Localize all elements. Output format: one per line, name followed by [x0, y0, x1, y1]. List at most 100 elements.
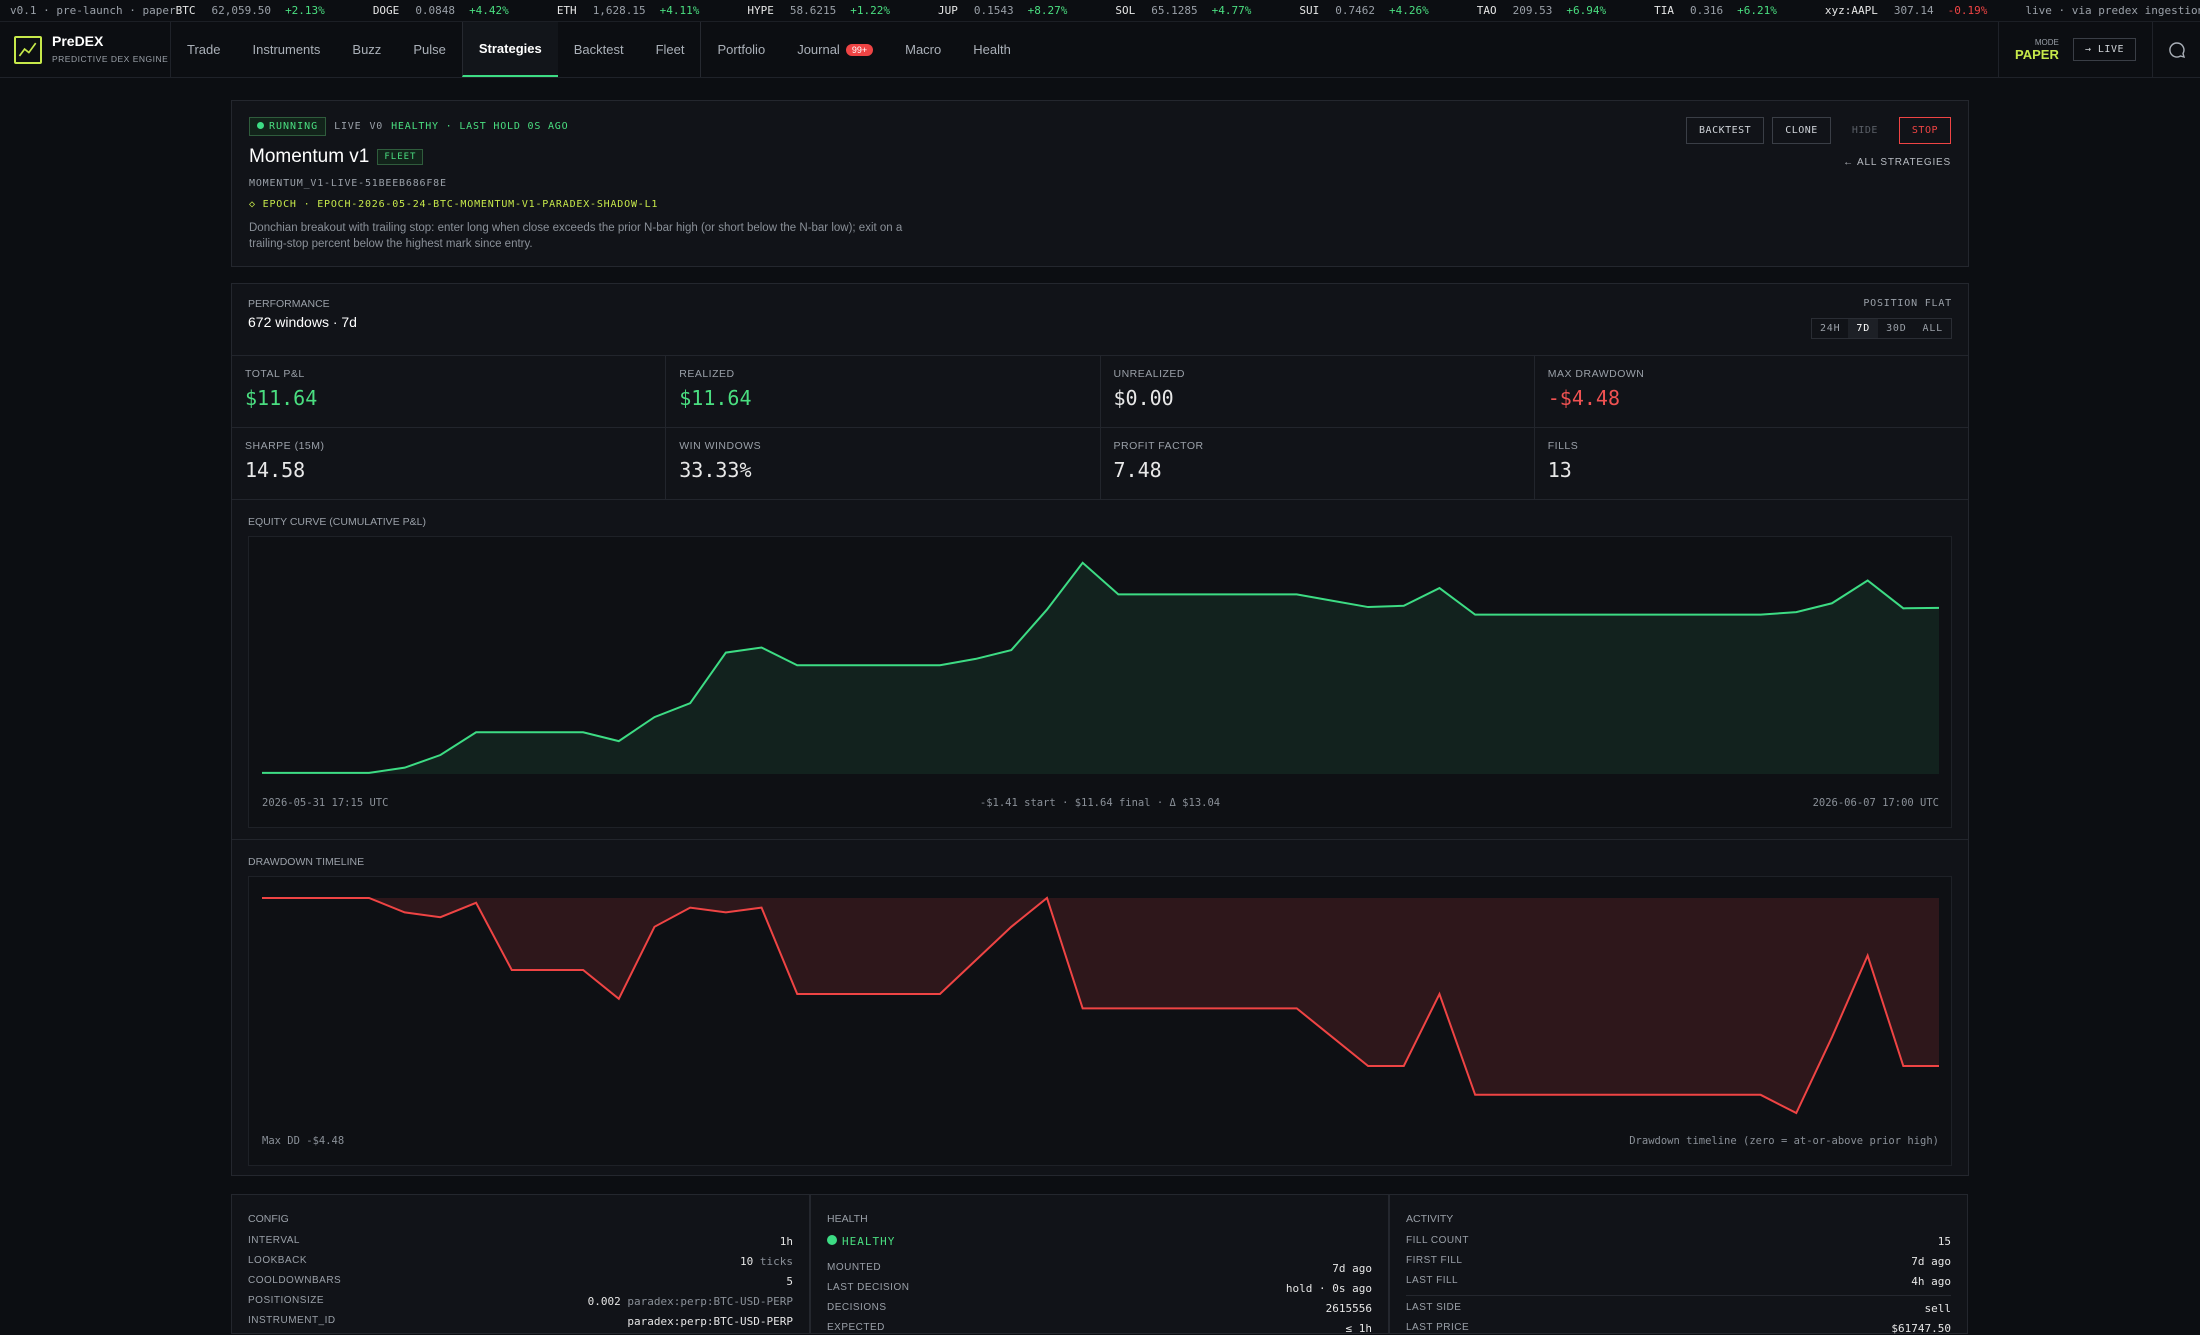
strategy-id: MOMENTUM_V1-LIVE-51BEEB686F8E [249, 178, 447, 189]
ticker-item[interactable]: ETH 1,628.15 +4.11% [557, 4, 700, 17]
metric-value: 13 [1547, 458, 1572, 482]
action-button[interactable]: HIDE [1851, 125, 1878, 136]
nav-tab[interactable]: Pulse [397, 22, 462, 77]
ticker-symbol: BTC [175, 4, 196, 17]
equity-section: EQUITY CURVE (CUMULATIVE P&L) 2026-05-31… [232, 499, 1968, 839]
value: paradex:perp:BTC-USD-PERP [627, 1315, 793, 1328]
metric: WIN WINDOWS 33.33% [666, 428, 1101, 499]
value: 7d ago [1332, 1262, 1372, 1275]
ticker-symbol: SUI [1299, 4, 1320, 17]
row-value: 2615556 [1326, 1302, 1372, 1315]
range-button[interactable]: 30D [1886, 323, 1907, 334]
perf-label: PERFORMANCE [248, 298, 330, 310]
tab-label: Buzz [352, 42, 382, 57]
area [262, 562, 1939, 774]
ticker-item[interactable]: TIA 0.316 +6.21% [1654, 4, 1777, 17]
mode-value: PAPER [2015, 46, 2059, 62]
ticker-symbol: TAO [1476, 4, 1497, 17]
nav-tab[interactable]: Journal 99+ [781, 22, 889, 77]
nav-tab[interactable]: Macro [889, 22, 957, 77]
ticker-change: +4.26% [1389, 4, 1429, 17]
ticker-change: -0.19% [1947, 4, 1988, 17]
value: 2615556 [1325, 1302, 1372, 1315]
nav-tab[interactable]: Instruments [236, 22, 336, 77]
ticker-symbol: DOGE [372, 4, 400, 17]
brand-tagline: PREDICTIVE DEX ENGINE [52, 53, 169, 64]
action-button[interactable]: BACKTEST [1686, 117, 1765, 144]
ticker-item[interactable]: SOL 65.1285 +4.77% [1115, 4, 1251, 17]
tab-label: Backtest [573, 42, 624, 57]
ticker-change: +4.42% [469, 4, 509, 17]
nav-tab[interactable]: Fleet [640, 22, 701, 77]
panel-title: CONFIG [248, 1213, 289, 1225]
ticker-change: +2.13% [285, 4, 325, 17]
ticker-item[interactable]: xyz:AAPL 307.14 -0.19% [1825, 4, 1987, 17]
panel-row: POSITIONSIZE 0.002 paradex:perp:BTC-USD-P… [248, 1295, 793, 1308]
panel-row: LAST FILL 4h ago [1406, 1275, 1951, 1288]
row-value: hold · 0s ago [1286, 1282, 1372, 1295]
back-link[interactable]: ← ALL STRATEGIES [1843, 157, 1951, 168]
tag: FLEET [377, 149, 424, 165]
range-button[interactable]: ALL [1922, 323, 1943, 334]
mode-label: MODE [2034, 37, 2059, 47]
tab-label: Portfolio [717, 42, 766, 57]
action-button[interactable]: STOP [1898, 117, 1951, 144]
logo [14, 35, 42, 64]
metric-value: $11.64 [679, 386, 752, 410]
ticker-bar: v0.1 · pre-launch · paper BTC 62,059.50 +2… [0, 0, 2200, 22]
chat-button[interactable] [2152, 22, 2200, 77]
live-button[interactable]: → LIVE [2072, 38, 2136, 61]
panel: HEALTH HEALTHY MOUNTED 7d ago LAST DECISION h… [810, 1194, 1389, 1335]
value-note: paradex:perp:BTC-USD-PERP [627, 1295, 793, 1308]
description: Donchian breakout with trailing stop: en… [249, 222, 903, 250]
ticker-symbol: SOL [1115, 4, 1136, 17]
tab-label: Journal [797, 42, 840, 57]
brand[interactable]: PreDEX PREDICTIVE DEX ENGINE [0, 22, 171, 77]
brand-name: PreDEX [52, 32, 104, 49]
nav-tab[interactable]: Buzz [336, 22, 397, 77]
value: hold · 0s ago [1285, 1282, 1372, 1295]
range-button[interactable]: 7D [1848, 319, 1879, 338]
panel-row: MOUNTED 7d ago [827, 1262, 1372, 1275]
ticker-item[interactable]: SUI 0.7462 +4.26% [1299, 4, 1428, 17]
metric-value: 33.33% [679, 458, 752, 482]
row-value: 10 ticks [740, 1255, 793, 1268]
ticker-item[interactable]: HYPE 58.6215 +1.22% [747, 4, 890, 17]
action-button[interactable]: CLONE [1772, 117, 1831, 144]
ticker-price: 0.7462 [1335, 4, 1376, 17]
row-label: LAST SIDE [1406, 1302, 1462, 1313]
health: HEALTHY · LAST HOLD 0S AGO [391, 121, 569, 132]
range-selector: 24H 7D 30D ALL [1810, 318, 1952, 339]
ticker-price: 1,628.15 [592, 4, 646, 17]
metrics: TOTAL P&L $11.64 REALIZED $11.64 UNREALIZED $… [232, 355, 1968, 499]
nav-tab[interactable]: Strategies [461, 22, 558, 77]
panel-title: HEALTH [827, 1213, 868, 1225]
nav-tab[interactable]: Backtest [558, 22, 640, 77]
drawdown-section: DRAWDOWN TIMELINE Max DD -$4.48 Drawdown … [232, 839, 1968, 1177]
chat-icon [2168, 41, 2185, 58]
ticker-item[interactable]: DOGE 0.0848 +4.42% [373, 4, 509, 17]
ticker-item[interactable]: BTC 62,059.50 +2.13% [176, 4, 325, 17]
panel-row: INSTRUMENT_ID paradex:perp:BTC-USD-PERP [248, 1315, 793, 1328]
metric: PROFIT FACTOR 7.48 [1101, 428, 1535, 499]
nav-tab[interactable]: Trade [171, 22, 236, 77]
ticker-change: +8.27% [1027, 4, 1068, 17]
tabs: Trade Instruments Buzz Pulse Strategies Backt… [171, 22, 1998, 77]
range-button[interactable]: 24H [1819, 323, 1841, 334]
epoch: ◇ EPOCH · EPOCH-2026-05-24-BTC-MOMENTUM-… [249, 199, 659, 210]
metric-label: SHARPE (15M) [245, 440, 325, 452]
ticker-item[interactable]: JUP 0.1543 +8.27% [938, 4, 1067, 17]
ticker-symbol: JUP [938, 4, 958, 17]
metric-label: WIN WINDOWS [679, 440, 762, 452]
row-value: 15 [1938, 1235, 1951, 1248]
nav-tab[interactable]: Portfolio [700, 22, 781, 77]
max-dd-label: Max DD -$4.48 [262, 1135, 344, 1147]
tab-label: Health [973, 42, 1011, 57]
ticker-item[interactable]: TAO 209.53 +6.94% [1477, 4, 1606, 17]
tab-label: Macro [905, 42, 942, 57]
row-value: 0.002 paradex:perp:BTC-USD-PERP [588, 1295, 793, 1308]
nav-tab[interactable]: Health [957, 22, 1027, 77]
row-value: sell [1925, 1302, 1952, 1315]
panel: CONFIG INTERVAL 1h LOOKBACK 10 ticks COOLDOWN… [231, 1194, 810, 1334]
panel-title: ACTIVITY [1406, 1213, 1454, 1225]
